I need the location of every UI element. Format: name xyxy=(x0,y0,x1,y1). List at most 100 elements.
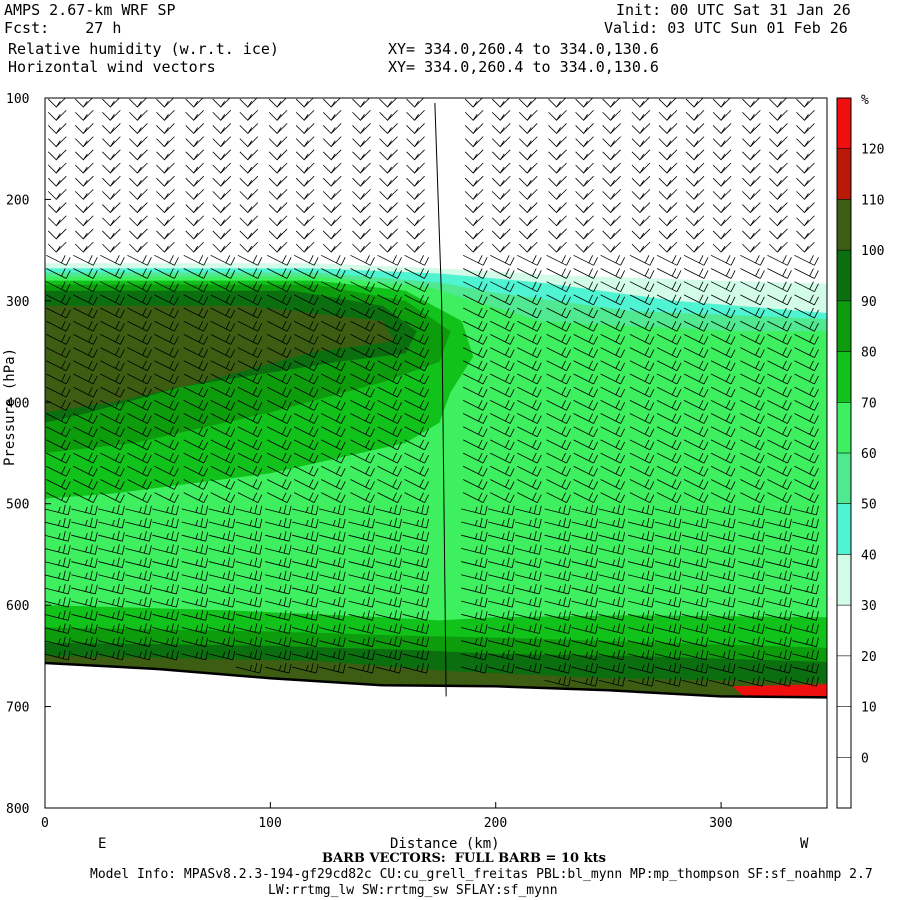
wind-barb xyxy=(319,570,346,582)
wind-barb xyxy=(75,109,94,121)
wind-barb xyxy=(546,426,571,438)
wind-barb xyxy=(490,268,515,279)
wind-barb xyxy=(598,649,626,661)
x-end-label-right: W xyxy=(800,836,809,852)
wind-barb xyxy=(742,123,761,135)
wind-barb xyxy=(515,557,542,568)
wind-barb xyxy=(350,347,375,358)
wind-barb xyxy=(712,189,732,200)
wind-barb xyxy=(268,228,288,240)
wind-barb xyxy=(517,360,542,372)
wind-barb xyxy=(293,373,319,385)
wind-barb xyxy=(685,136,705,148)
wind-barb xyxy=(266,452,292,464)
wind-barb xyxy=(490,479,515,490)
wind-barb xyxy=(546,294,571,306)
wind-barb xyxy=(152,583,179,595)
wind-barb xyxy=(681,610,709,621)
wind-barb xyxy=(185,189,205,200)
wind-barb xyxy=(352,228,371,240)
wind-barb xyxy=(47,228,67,240)
wind-barb xyxy=(544,623,571,634)
wind-barb xyxy=(792,517,819,529)
wind-barb xyxy=(100,413,125,424)
wind-barb xyxy=(598,662,626,674)
wind-barb xyxy=(293,413,319,424)
wind-barb xyxy=(129,123,148,135)
colorbar-tick-label: 110 xyxy=(861,193,884,208)
wind-barb xyxy=(792,544,819,555)
wind-barb xyxy=(210,386,236,398)
wind-barb xyxy=(185,98,204,108)
wind-barb xyxy=(154,294,179,306)
wind-barb xyxy=(629,452,655,464)
wind-barb xyxy=(742,189,761,200)
wind-barb xyxy=(322,228,342,240)
wind-barb xyxy=(658,215,678,227)
wind-barb xyxy=(515,531,542,542)
wind-barb xyxy=(546,268,571,279)
wind-barb xyxy=(71,531,98,542)
wind-barb xyxy=(517,439,542,451)
wind-barb xyxy=(767,268,792,279)
wind-barb xyxy=(73,307,98,319)
wind-barb xyxy=(654,557,682,568)
wind-barb xyxy=(463,452,488,464)
wind-barb xyxy=(544,649,571,661)
wind-barb xyxy=(379,123,398,135)
wind-barb xyxy=(710,399,736,411)
wind-barb xyxy=(546,373,571,385)
wind-barb xyxy=(75,202,94,214)
wind-barb xyxy=(742,136,761,148)
wind-barb xyxy=(46,465,71,477)
wind-barb xyxy=(100,386,125,398)
wind-barb xyxy=(208,557,236,568)
wind-barb xyxy=(75,215,94,227)
wind-barb xyxy=(46,360,71,372)
wind-barb xyxy=(73,347,98,358)
wind-barb xyxy=(794,281,819,293)
wind-barb xyxy=(154,386,179,398)
wind-barb xyxy=(375,610,402,621)
wind-barb xyxy=(656,360,682,372)
wind-barb xyxy=(266,426,292,438)
wind-barb xyxy=(125,544,152,555)
colorbar-swatch xyxy=(837,706,851,758)
x-end-label-left: E xyxy=(98,836,106,852)
rh-fill-layer xyxy=(45,263,827,698)
wind-barb xyxy=(712,215,732,227)
wind-barb xyxy=(571,544,599,555)
wind-barb xyxy=(404,268,429,279)
axes-layer: 100 200 300 400 500 600 700 800 0 100 200 300 xyxy=(6,92,733,831)
wind-barb xyxy=(681,676,709,687)
wind-barb xyxy=(129,228,148,240)
wind-barb xyxy=(463,426,488,438)
wind-barb xyxy=(654,610,682,621)
wind-barb xyxy=(546,386,571,398)
wind-barb xyxy=(627,676,655,687)
wind-barb xyxy=(212,241,232,253)
wind-barb xyxy=(490,347,515,358)
wind-barb xyxy=(71,570,98,582)
wind-barb xyxy=(266,439,292,451)
wind-barb xyxy=(73,386,98,398)
wind-barb xyxy=(46,492,71,504)
wind-barb xyxy=(183,426,209,438)
wind-barb xyxy=(377,492,402,504)
colorbar-tick-label: 10 xyxy=(861,701,877,716)
wind-barb xyxy=(656,268,682,279)
wind-barb xyxy=(515,623,542,634)
wind-barb xyxy=(266,373,292,385)
wind-barb xyxy=(712,162,732,174)
wind-barb xyxy=(404,465,429,477)
wind-barb xyxy=(796,215,815,227)
wind-barb xyxy=(265,570,292,582)
wind-barb xyxy=(208,583,236,595)
wind-barb xyxy=(183,281,209,293)
wind-barb xyxy=(265,623,292,634)
wind-barb xyxy=(321,268,346,279)
wind-barb xyxy=(546,320,571,332)
wind-barb xyxy=(742,215,761,227)
wind-barb xyxy=(321,254,346,266)
wind-barb xyxy=(377,413,402,424)
